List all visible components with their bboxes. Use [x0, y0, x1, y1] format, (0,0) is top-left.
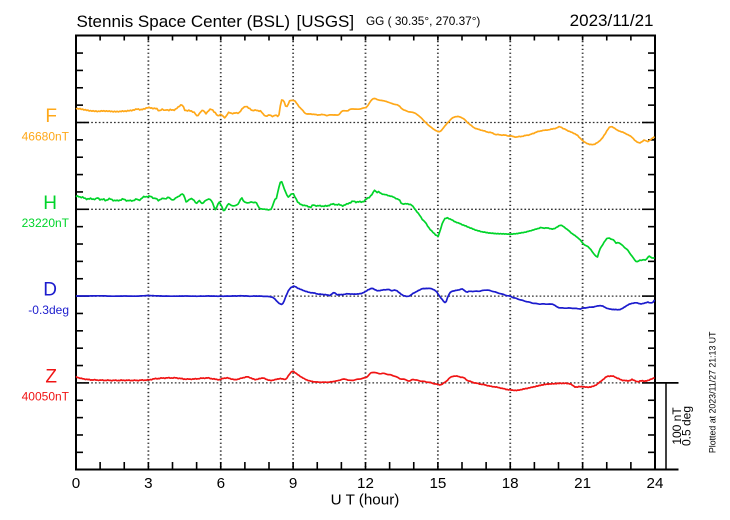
svg-text:GG ( 30.35°, 270.37°): GG ( 30.35°, 270.37°): [366, 14, 480, 28]
svg-text:3: 3: [144, 475, 152, 492]
svg-text:9: 9: [289, 475, 297, 492]
svg-text:12: 12: [357, 475, 374, 492]
svg-text:100 nT: 100 nT: [670, 407, 684, 445]
svg-text:23220nT: 23220nT: [22, 216, 70, 230]
svg-text:-0.3deg: -0.3deg: [28, 303, 69, 317]
svg-text:46680nT: 46680nT: [22, 129, 70, 143]
svg-text:24: 24: [647, 475, 664, 492]
svg-text:[USGS]: [USGS]: [297, 12, 355, 31]
svg-text:21: 21: [574, 475, 591, 492]
svg-text:18: 18: [502, 475, 519, 492]
svg-text:40050nT: 40050nT: [22, 390, 70, 404]
svg-text:D: D: [43, 280, 57, 301]
svg-text:Stennis Space Center (BSL): Stennis Space Center (BSL): [77, 12, 291, 31]
svg-text:Plotted at 2023/11/27 21:13 UT: Plotted at 2023/11/27 21:13 UT: [708, 331, 718, 453]
svg-text:F: F: [45, 106, 57, 127]
svg-text:6: 6: [217, 475, 225, 492]
svg-text:U T (hour): U T (hour): [331, 492, 400, 509]
svg-text:Z: Z: [45, 366, 57, 387]
svg-text:15: 15: [429, 475, 446, 492]
svg-text:0: 0: [72, 475, 80, 492]
svg-text:0.5 deg: 0.5 deg: [680, 406, 694, 446]
svg-text:2023/11/21: 2023/11/21: [570, 11, 654, 30]
svg-text:H: H: [43, 193, 57, 214]
